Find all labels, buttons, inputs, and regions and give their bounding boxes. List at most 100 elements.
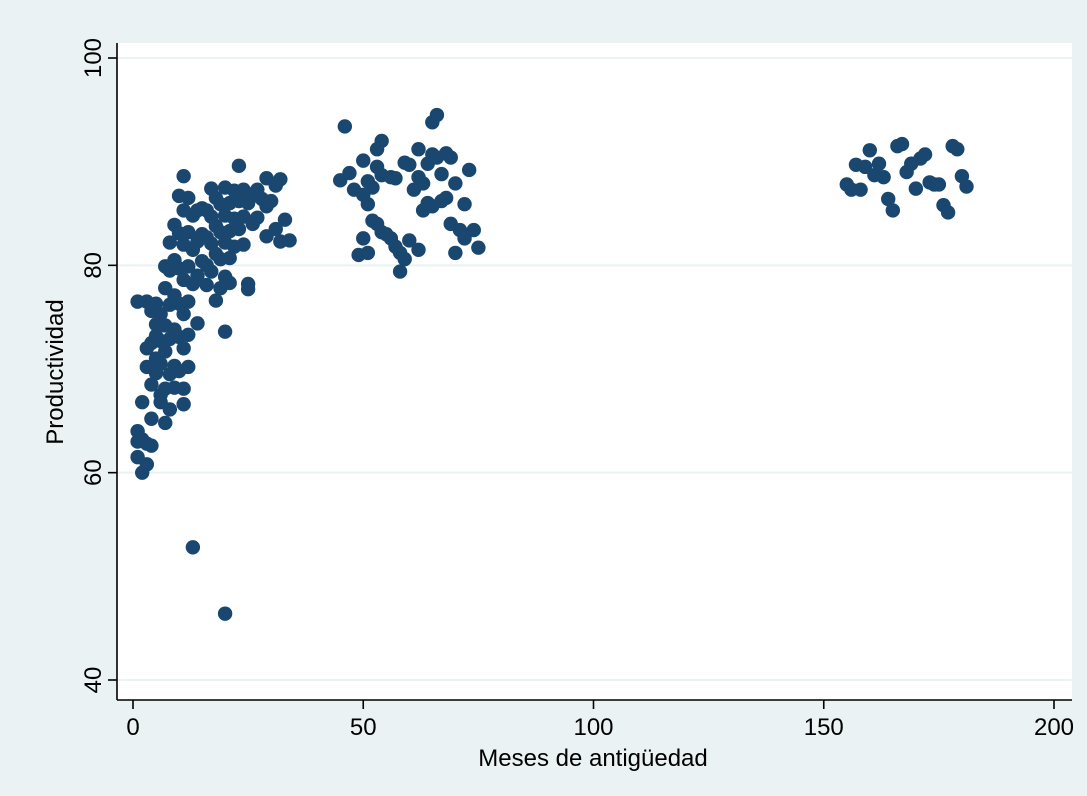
- scatter-point: [356, 153, 371, 168]
- scatter-point: [397, 251, 412, 267]
- scatter-point: [263, 193, 279, 209]
- scatter-point: [337, 119, 353, 134]
- scatter-point: [222, 275, 237, 291]
- scatter-point: [144, 377, 159, 392]
- scatter-point: [144, 411, 159, 426]
- scatter-point: [273, 172, 288, 187]
- y-tick-label: 40: [80, 667, 107, 694]
- scatter-point: [857, 159, 873, 175]
- x-tick-label: 50: [350, 714, 377, 741]
- tick-marks: [108, 57, 1055, 709]
- scatter-point: [135, 394, 150, 410]
- x-tick-label: 150: [804, 714, 844, 741]
- data-points: [130, 107, 974, 621]
- scatter-point: [438, 190, 454, 206]
- scatter-point: [217, 606, 233, 621]
- scatter-point: [144, 438, 159, 453]
- scatter-point: [190, 316, 205, 331]
- scatter-point: [876, 170, 891, 185]
- scatter-point: [268, 221, 283, 237]
- scatter-point: [222, 250, 237, 266]
- scatter-point: [204, 264, 219, 279]
- x-tick-label: 100: [573, 714, 613, 741]
- scatter-point: [466, 222, 481, 238]
- scatter-point: [448, 176, 463, 191]
- scatter-point: [181, 259, 196, 274]
- scatter-point: [176, 306, 191, 322]
- scatter-point: [162, 235, 178, 250]
- scatter-point: [429, 107, 445, 123]
- axes: [116, 43, 1072, 701]
- scatter-point: [360, 245, 376, 261]
- scatter-point: [139, 457, 155, 472]
- scatter-point: [471, 240, 486, 255]
- y-tick-label: 80: [80, 252, 107, 279]
- scatter-point: [240, 281, 256, 297]
- scatter-point: [176, 341, 191, 356]
- scatter-point: [176, 168, 191, 184]
- tick-labels: 40 60 80 100 0 50 100 150 200: [80, 38, 1074, 741]
- scatter-point: [360, 196, 376, 212]
- scatter-point: [392, 264, 408, 279]
- scatter-point: [250, 210, 265, 225]
- scatter-point: [959, 179, 974, 194]
- scatter-point: [940, 205, 956, 220]
- y-tick-label: 60: [80, 459, 107, 486]
- scatter-point: [374, 133, 389, 149]
- scatter-point: [356, 231, 371, 246]
- scatter-point: [176, 397, 191, 412]
- scatter-point: [881, 191, 896, 207]
- y-tick-label: 100: [80, 38, 107, 78]
- plot-area: [117, 43, 1072, 700]
- scatter-point: [199, 277, 214, 293]
- scatter-point: [908, 181, 924, 196]
- scatter-point: [388, 171, 403, 186]
- scatter-point: [457, 231, 472, 246]
- scatter-point: [342, 165, 357, 181]
- scatter-point: [181, 327, 196, 342]
- scatter-point: [457, 196, 472, 212]
- scatter-point: [181, 359, 196, 375]
- scatter-point: [158, 344, 173, 359]
- scatter-point: [153, 306, 168, 322]
- scatter-point: [162, 402, 178, 417]
- scatter-point: [217, 324, 233, 339]
- scatter-point: [185, 540, 201, 555]
- y-axis-title: Productividad: [42, 299, 69, 444]
- scatter-point: [158, 415, 173, 431]
- scatter-point: [434, 166, 449, 182]
- scatter-point: [448, 245, 463, 261]
- scatter-point: [931, 177, 947, 192]
- x-axis-title: Meses de antigüedad: [478, 745, 708, 772]
- scatter-point: [950, 142, 965, 157]
- scatter-point: [443, 150, 458, 165]
- scatter-point: [365, 180, 380, 195]
- scatter-point: [415, 176, 431, 191]
- scatter-point: [885, 203, 901, 218]
- scatter-point: [402, 233, 417, 248]
- scatter-point: [153, 356, 168, 372]
- scatter-point: [411, 242, 426, 257]
- scatter-point: [181, 190, 196, 206]
- x-tick-label: 200: [1034, 714, 1074, 741]
- scatter-point: [862, 143, 877, 158]
- x-tick-label: 0: [126, 714, 139, 741]
- scatter-point: [181, 294, 196, 309]
- scatter-point: [190, 268, 205, 283]
- scatter-point: [402, 157, 417, 172]
- scatter-point: [176, 381, 191, 396]
- scatter-point: [282, 233, 297, 248]
- scatter-point: [853, 182, 868, 197]
- scatter-point: [231, 221, 247, 237]
- scatter-point: [231, 158, 247, 174]
- scatter-point: [181, 224, 196, 240]
- scatter-point: [917, 147, 933, 162]
- scatter-point: [277, 212, 293, 227]
- scatter-point: [411, 142, 426, 157]
- scatter-point: [894, 136, 910, 152]
- gridlines: [118, 57, 1072, 681]
- scatter-point: [871, 156, 887, 171]
- scatter-point: [208, 293, 224, 308]
- scatter-point: [236, 237, 251, 252]
